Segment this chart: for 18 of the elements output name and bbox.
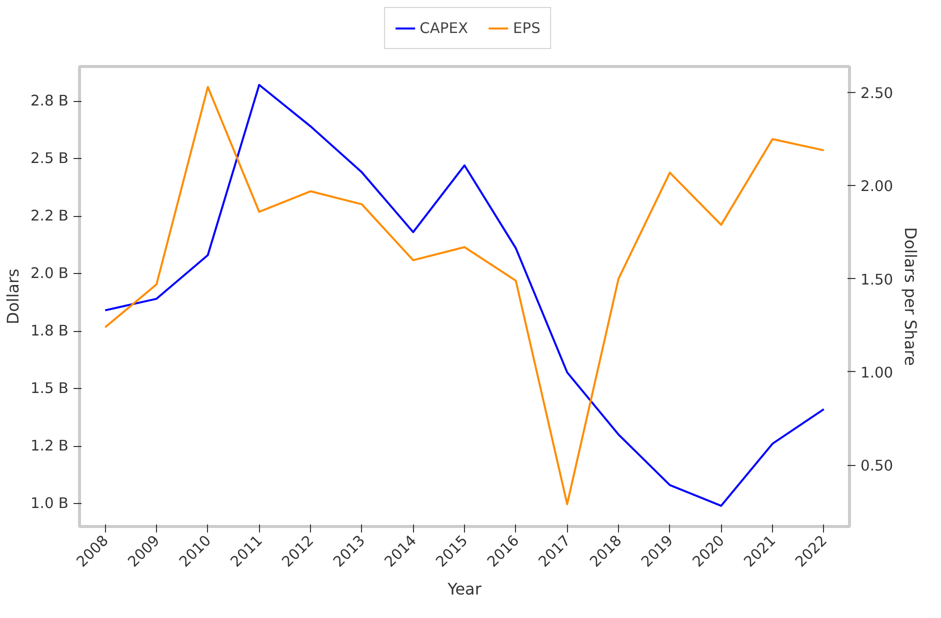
y-tick-label: 2.2 B bbox=[30, 208, 69, 224]
y2-tick-label: 2.00 bbox=[860, 178, 894, 196]
y-tick-label: 2.8 B bbox=[30, 92, 69, 110]
y2-tick-label: 1.00 bbox=[860, 364, 894, 382]
y2-tick-label: 0.50 bbox=[860, 458, 894, 475]
y2-tick-label: 1.50 bbox=[860, 271, 894, 288]
y-tick-label: 1.5 B bbox=[30, 380, 69, 397]
y-tick-label: 1.0 B bbox=[30, 495, 69, 512]
legend-label: EPS bbox=[513, 20, 540, 36]
y-tick-label: 1.8 B bbox=[30, 322, 69, 340]
x-axis-title: Year bbox=[446, 580, 482, 599]
y-tick-label: 1.2 B bbox=[30, 438, 69, 454]
y-tick-label: 2.0 B bbox=[30, 265, 69, 282]
y2-axis-title: Dollars per Share bbox=[901, 227, 920, 366]
y2-tick-label: 2.50 bbox=[860, 85, 894, 102]
y-tick-label: 2.5 B bbox=[30, 150, 69, 167]
legend-label: CAPEX bbox=[420, 20, 468, 36]
y-axis-title: Dollars bbox=[3, 268, 22, 324]
